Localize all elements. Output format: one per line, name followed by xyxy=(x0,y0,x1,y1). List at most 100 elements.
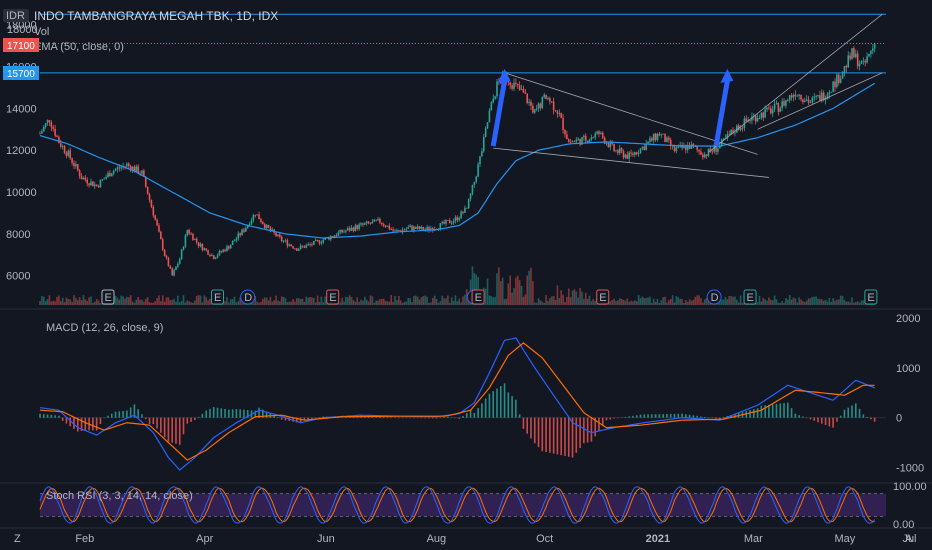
volume-bar xyxy=(454,295,457,305)
macd-histogram-bar xyxy=(107,415,109,418)
channel-upper[interactable] xyxy=(708,13,883,153)
candle-body xyxy=(414,226,417,229)
earnings-marker[interactable]: E xyxy=(329,292,336,304)
arrow-up-2-head[interactable] xyxy=(720,68,734,83)
macd-histogram-bar xyxy=(379,416,381,418)
candle-body xyxy=(685,145,687,151)
earnings-marker-bg[interactable] xyxy=(864,289,878,305)
earnings-marker[interactable]: E xyxy=(599,292,606,304)
currency-badge-bg[interactable] xyxy=(3,9,29,22)
volume-bar xyxy=(592,299,595,305)
vol-legend[interactable]: Vol xyxy=(34,26,49,38)
volume-bar xyxy=(696,295,698,305)
volume-bar xyxy=(741,302,744,305)
candle-body xyxy=(243,229,245,232)
volume-bar xyxy=(282,296,285,305)
macd-histogram-bar xyxy=(137,409,139,418)
price-tick-label: 14000 xyxy=(6,103,37,115)
earnings-marker-bg[interactable] xyxy=(101,289,115,305)
macd-histogram-bar xyxy=(397,417,400,419)
macd-histogram-bar xyxy=(756,408,759,418)
earnings-marker[interactable]: E xyxy=(867,292,874,304)
trendline-lower[interactable] xyxy=(493,147,769,178)
dividend-marker[interactable]: D xyxy=(711,292,719,304)
earnings-marker-bg[interactable] xyxy=(211,289,225,305)
candle-body xyxy=(216,255,219,258)
dividend-marker[interactable]: D xyxy=(244,292,252,304)
macd-histogram-bar xyxy=(824,417,827,425)
volume-bar xyxy=(439,301,442,305)
macd-histogram-bar xyxy=(473,412,476,418)
candle-body xyxy=(843,66,846,74)
macd-histogram-bar xyxy=(858,408,861,418)
volume-bar xyxy=(316,295,319,305)
time-tick-label: Apr xyxy=(196,533,213,545)
volume-bar xyxy=(698,295,700,305)
arrow-up-2-shaft[interactable] xyxy=(713,80,730,147)
earnings-marker-bg[interactable] xyxy=(596,289,610,305)
volume-bar xyxy=(703,299,706,305)
candle-body xyxy=(352,227,355,231)
macd-histogram-bar xyxy=(836,417,838,422)
macd-histogram-bar xyxy=(76,417,79,432)
candle-body xyxy=(360,223,362,225)
candle-body xyxy=(743,118,746,128)
volume-bar xyxy=(586,298,589,305)
candle-body xyxy=(583,135,585,138)
candle-body xyxy=(103,178,106,180)
candle-body xyxy=(80,176,83,180)
auto-scale-button[interactable]: A xyxy=(905,533,913,545)
volume-bar xyxy=(532,281,534,305)
earnings-marker[interactable]: E xyxy=(104,292,111,304)
zoom-button[interactable]: Z xyxy=(14,533,21,545)
candle-body xyxy=(275,232,277,237)
macd-histogram-bar xyxy=(39,413,41,418)
volume-bar xyxy=(139,299,141,305)
macd-legend[interactable]: MACD (12, 26, close, 9) xyxy=(46,322,163,334)
volume-bar xyxy=(341,297,343,305)
ema-legend[interactable]: EMA (50, close, 0) xyxy=(34,41,124,53)
candle-body xyxy=(365,221,368,224)
volume-bar xyxy=(78,297,81,305)
macd-histogram-bar xyxy=(749,410,751,418)
candle-body xyxy=(129,165,132,171)
candle-body xyxy=(331,236,334,237)
earnings-marker-bg[interactable] xyxy=(471,289,485,305)
earnings-marker[interactable]: E xyxy=(214,292,221,304)
volume-bar xyxy=(450,297,453,305)
macd-histogram-bar xyxy=(258,407,260,418)
candle-body xyxy=(241,229,243,236)
dividend-marker-bg[interactable] xyxy=(706,289,722,305)
candle-body xyxy=(834,81,836,88)
volume-bar xyxy=(114,295,117,305)
candle-body xyxy=(450,222,453,224)
earnings-marker-bg[interactable] xyxy=(326,289,340,305)
candle-body xyxy=(59,143,62,147)
macd-histogram-bar xyxy=(386,417,389,418)
candle-body xyxy=(660,134,663,136)
candle-body xyxy=(133,166,136,172)
channel-lower[interactable] xyxy=(757,72,883,130)
volume-bar xyxy=(503,299,506,305)
arrow-up-1-head[interactable] xyxy=(497,68,511,83)
stoch-rsi-legend[interactable]: Stoch RSI (3, 3, 14, 14, close) xyxy=(46,490,193,502)
macd-histogram-bar xyxy=(284,417,287,421)
volume-bar xyxy=(188,301,190,305)
volume-bar xyxy=(584,292,587,305)
volume-bar xyxy=(318,301,321,305)
macd-histogram-bar xyxy=(54,415,56,418)
candles xyxy=(39,42,876,277)
currency-badge[interactable]: IDR xyxy=(6,10,25,22)
candle-body xyxy=(430,228,432,231)
volume-bar xyxy=(581,291,583,305)
macd-histogram-bar xyxy=(84,417,87,431)
earnings-marker[interactable]: E xyxy=(747,292,754,304)
dividend-marker-bg[interactable] xyxy=(240,289,256,305)
candle-body xyxy=(390,229,393,231)
candle-body xyxy=(109,173,111,177)
macd-histogram-bar xyxy=(503,383,506,418)
earnings-marker-bg[interactable] xyxy=(743,289,757,305)
arrow-up-1-shaft[interactable] xyxy=(490,80,508,147)
earnings-marker[interactable]: E xyxy=(475,292,482,304)
